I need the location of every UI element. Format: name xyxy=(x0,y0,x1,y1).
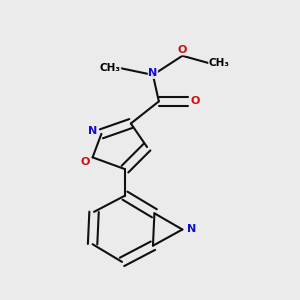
Text: CH₃: CH₃ xyxy=(100,63,121,73)
Text: N: N xyxy=(88,126,97,136)
Text: CH₃: CH₃ xyxy=(209,58,230,68)
Text: N: N xyxy=(187,224,196,235)
Text: O: O xyxy=(191,96,200,106)
Text: O: O xyxy=(80,157,90,167)
Text: N: N xyxy=(148,68,158,78)
Text: O: O xyxy=(178,45,187,55)
